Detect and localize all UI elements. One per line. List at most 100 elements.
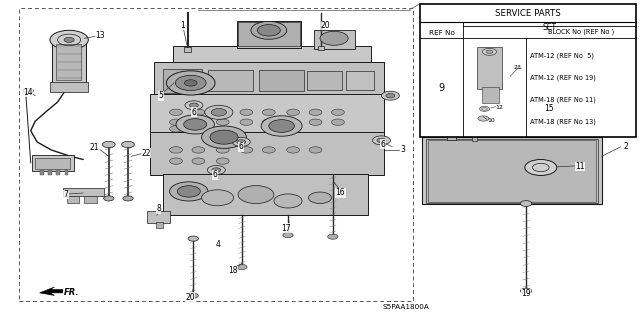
Text: 22: 22 <box>141 149 150 158</box>
Text: 14: 14 <box>22 88 33 97</box>
Text: 13: 13 <box>95 31 106 40</box>
Bar <box>50 82 88 92</box>
Circle shape <box>287 147 300 153</box>
Circle shape <box>123 196 133 201</box>
Bar <box>84 196 97 203</box>
Circle shape <box>202 190 234 206</box>
Circle shape <box>170 147 182 153</box>
Text: 19: 19 <box>521 289 531 298</box>
Circle shape <box>269 120 294 132</box>
Text: 11: 11 <box>575 162 584 171</box>
Circle shape <box>170 119 182 125</box>
Bar <box>40 170 44 175</box>
Ellipse shape <box>478 116 489 121</box>
Circle shape <box>205 105 233 119</box>
Text: 9: 9 <box>438 83 445 93</box>
Circle shape <box>237 264 247 270</box>
Bar <box>472 129 477 141</box>
Circle shape <box>216 158 229 164</box>
Circle shape <box>185 101 203 110</box>
Circle shape <box>237 140 246 144</box>
Text: 8: 8 <box>156 204 161 213</box>
Circle shape <box>102 141 115 148</box>
Bar <box>150 94 384 134</box>
Circle shape <box>170 126 182 132</box>
Bar <box>422 137 602 204</box>
Circle shape <box>216 109 229 115</box>
Circle shape <box>192 147 205 153</box>
Circle shape <box>202 126 246 148</box>
Text: 7: 7 <box>63 190 68 199</box>
Circle shape <box>486 50 493 54</box>
Circle shape <box>210 130 238 144</box>
Text: 20: 20 <box>185 293 195 302</box>
Circle shape <box>122 141 134 148</box>
Circle shape <box>192 126 205 132</box>
Circle shape <box>175 75 206 91</box>
Bar <box>56 44 81 80</box>
Circle shape <box>176 115 214 134</box>
Circle shape <box>188 236 198 241</box>
Text: 6: 6 <box>380 140 385 149</box>
Circle shape <box>64 37 74 42</box>
Text: 17: 17 <box>281 224 291 233</box>
Text: 10: 10 <box>487 118 495 123</box>
Circle shape <box>332 109 344 115</box>
Bar <box>238 22 300 46</box>
Text: 3: 3 <box>401 145 406 154</box>
Text: 23: 23 <box>514 65 522 70</box>
Circle shape <box>188 293 198 298</box>
Bar <box>184 47 191 52</box>
Bar <box>420 4 636 137</box>
Bar <box>65 170 68 175</box>
Circle shape <box>287 109 300 115</box>
Circle shape <box>211 108 227 116</box>
Text: 21: 21 <box>90 143 99 152</box>
Text: 18: 18 <box>228 266 237 275</box>
Bar <box>447 126 456 140</box>
Bar <box>428 140 596 202</box>
Circle shape <box>381 91 399 100</box>
Circle shape <box>50 30 88 49</box>
Text: 16: 16 <box>335 189 346 197</box>
Bar <box>346 71 374 90</box>
Circle shape <box>257 25 280 36</box>
Text: S5PAA1800A: S5PAA1800A <box>383 304 430 310</box>
Circle shape <box>372 136 390 145</box>
Circle shape <box>525 160 557 175</box>
Text: 20: 20 <box>321 21 331 30</box>
Circle shape <box>192 119 205 125</box>
Bar <box>52 41 86 83</box>
Text: 2: 2 <box>623 142 628 151</box>
Text: REF No: REF No <box>429 30 454 36</box>
Text: 15: 15 <box>544 104 554 113</box>
Text: 1: 1 <box>180 21 185 30</box>
Circle shape <box>240 147 253 153</box>
Circle shape <box>283 233 293 238</box>
Circle shape <box>216 147 229 153</box>
Bar <box>19 8 413 301</box>
Bar <box>63 188 104 196</box>
Bar <box>56 170 60 175</box>
Circle shape <box>520 201 532 206</box>
Bar <box>147 211 170 223</box>
Text: SERVICE PARTS: SERVICE PARTS <box>495 9 561 18</box>
Circle shape <box>262 109 275 115</box>
Text: BLOCK No (REF No ): BLOCK No (REF No ) <box>548 29 614 35</box>
Text: 6: 6 <box>191 108 196 117</box>
Circle shape <box>170 109 182 115</box>
Circle shape <box>192 109 205 115</box>
Circle shape <box>309 119 322 125</box>
Text: 5: 5 <box>159 91 164 100</box>
Circle shape <box>212 168 221 172</box>
Circle shape <box>251 21 287 39</box>
Bar <box>32 155 74 171</box>
Circle shape <box>444 121 460 128</box>
Bar <box>482 87 499 103</box>
Text: 6: 6 <box>239 142 244 151</box>
Circle shape <box>309 147 322 153</box>
Bar <box>307 71 342 90</box>
Bar <box>163 69 202 93</box>
Text: ATM-18 (REF No 11): ATM-18 (REF No 11) <box>530 97 596 103</box>
Circle shape <box>184 80 197 86</box>
